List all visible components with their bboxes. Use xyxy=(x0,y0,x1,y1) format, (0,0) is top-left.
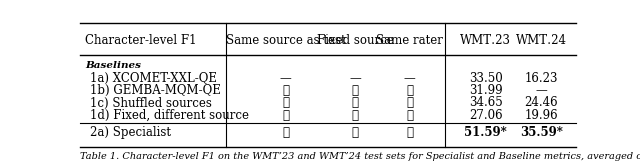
Text: 51.59*: 51.59* xyxy=(465,126,507,139)
Text: Table 1. Character-level F1 on the WMT’23 and WMT’24 test sets for Specialist an: Table 1. Character-level F1 on the WMT’2… xyxy=(80,152,640,161)
Text: 19.96: 19.96 xyxy=(524,109,558,122)
Text: 16.23: 16.23 xyxy=(525,72,558,85)
Text: 27.06: 27.06 xyxy=(469,109,502,122)
Text: ✗: ✗ xyxy=(406,84,413,97)
Text: 1a) XCOMET-XXL-QE: 1a) XCOMET-XXL-QE xyxy=(90,72,217,85)
Text: ✓: ✓ xyxy=(352,109,359,122)
Text: —: — xyxy=(280,72,292,85)
Text: 34.65: 34.65 xyxy=(469,96,502,109)
Text: Same rater: Same rater xyxy=(376,34,444,47)
Text: ✗: ✗ xyxy=(282,109,289,122)
Text: 35.59*: 35.59* xyxy=(520,126,563,139)
Text: —: — xyxy=(536,84,547,97)
Text: ✗: ✗ xyxy=(282,96,289,109)
Text: 2a) Specialist: 2a) Specialist xyxy=(90,126,171,139)
Text: —: — xyxy=(349,72,361,85)
Text: Baselines: Baselines xyxy=(85,61,141,70)
Text: ✓: ✓ xyxy=(282,126,289,139)
Text: ✗: ✗ xyxy=(406,96,413,109)
Text: ✗: ✗ xyxy=(352,96,359,109)
Text: ✓: ✓ xyxy=(352,126,359,139)
Text: WMT․24: WMT․24 xyxy=(516,34,567,47)
Text: 31.99: 31.99 xyxy=(469,84,502,97)
Text: 33.50: 33.50 xyxy=(469,72,502,85)
Text: 1c) Shuffled sources: 1c) Shuffled sources xyxy=(90,96,212,109)
Text: 1d) Fixed, different source: 1d) Fixed, different source xyxy=(90,109,249,122)
Text: —: — xyxy=(404,72,416,85)
Text: 1b) GEMBA-MQM-QE: 1b) GEMBA-MQM-QE xyxy=(90,84,221,97)
Text: ✗: ✗ xyxy=(352,84,359,97)
Text: Character-level F1: Character-level F1 xyxy=(85,34,196,47)
Text: ✗: ✗ xyxy=(282,84,289,97)
Text: WMT․23: WMT․23 xyxy=(460,34,511,47)
Text: Fixed source: Fixed source xyxy=(317,34,394,47)
Text: Same source as test: Same source as test xyxy=(226,34,346,47)
Text: ✓: ✓ xyxy=(406,109,413,122)
Text: ✓: ✓ xyxy=(406,126,413,139)
Text: 24.46: 24.46 xyxy=(524,96,558,109)
